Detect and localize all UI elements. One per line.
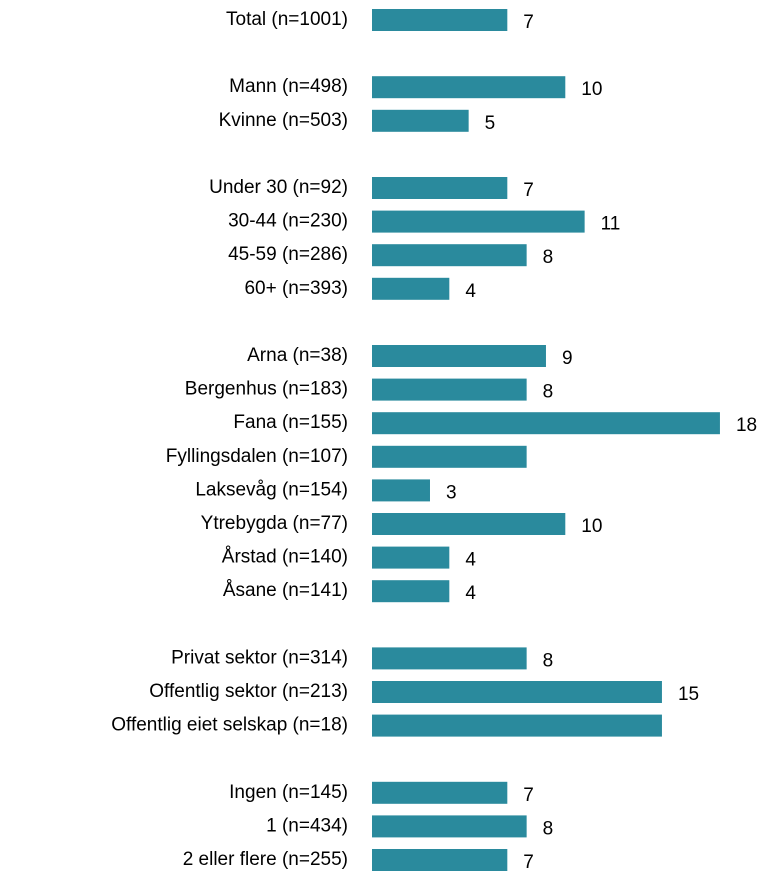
value-label: 7	[523, 852, 534, 873]
bar	[372, 647, 527, 670]
category-label: Fana (n=155)	[233, 412, 348, 433]
bar	[372, 76, 566, 99]
value-label: 7	[523, 785, 534, 806]
bar	[372, 412, 720, 435]
value-label: 11	[601, 214, 621, 235]
value-label: 7	[523, 12, 534, 33]
value-label: 5	[485, 113, 496, 134]
category-label: Ingen (n=145)	[229, 782, 348, 803]
bar	[372, 815, 527, 838]
bar	[372, 378, 527, 401]
value-label: 4	[465, 281, 476, 302]
category-label: 1 (n=434)	[266, 815, 348, 836]
value-label: 8	[543, 382, 554, 403]
category-label: Kvinne (n=503)	[219, 110, 348, 131]
value-label: 3	[446, 482, 457, 503]
category-label: 45-59 (n=286)	[228, 244, 348, 265]
value-label: 9	[562, 348, 573, 369]
bar	[372, 177, 508, 199]
category-label: 30-44 (n=230)	[228, 211, 348, 232]
bar	[372, 681, 662, 703]
bar	[372, 479, 430, 502]
bar	[372, 546, 450, 569]
value-label: 8	[543, 818, 554, 839]
bar	[372, 109, 469, 132]
value-label: 15	[678, 684, 699, 705]
category-label: Bergenhus (n=183)	[185, 379, 348, 400]
value-label: 10	[581, 79, 602, 100]
bar	[372, 445, 527, 468]
value-label: 8	[543, 650, 554, 671]
bar	[372, 345, 546, 367]
category-label: Årstad (n=140)	[222, 547, 348, 568]
value-label: 18	[736, 415, 757, 436]
bar	[372, 580, 450, 603]
bar	[372, 513, 566, 535]
bar	[372, 9, 508, 31]
bar	[372, 849, 508, 871]
value-label: 4	[465, 583, 476, 604]
bar	[372, 277, 450, 300]
category-label: Under 30 (n=92)	[209, 177, 348, 198]
category-label: Laksevåg (n=154)	[195, 479, 348, 500]
category-label: 2 eller flere (n=255)	[183, 849, 348, 870]
bar	[372, 244, 527, 267]
category-label: Total (n=1001)	[226, 9, 348, 30]
value-label: 4	[465, 550, 476, 571]
category-label: Åsane (n=141)	[223, 580, 348, 601]
category-label: Privat sektor (n=314)	[171, 647, 348, 668]
bar	[372, 781, 508, 804]
value-label: 8	[543, 247, 554, 268]
category-label: Mann (n=498)	[229, 76, 348, 97]
category-label: Offentlig eiet selskap (n=18)	[111, 715, 348, 736]
category-label: Offentlig sektor (n=213)	[149, 681, 348, 702]
bar	[372, 210, 585, 233]
category-label: Fyllingsdalen (n=107)	[166, 446, 348, 467]
value-label: 7	[523, 180, 534, 201]
category-label: Arna (n=38)	[247, 345, 348, 366]
bar	[372, 714, 662, 737]
category-label: Ytrebygda (n=77)	[201, 513, 348, 534]
category-label: 60+ (n=393)	[244, 278, 348, 299]
value-label: 10	[581, 516, 602, 537]
